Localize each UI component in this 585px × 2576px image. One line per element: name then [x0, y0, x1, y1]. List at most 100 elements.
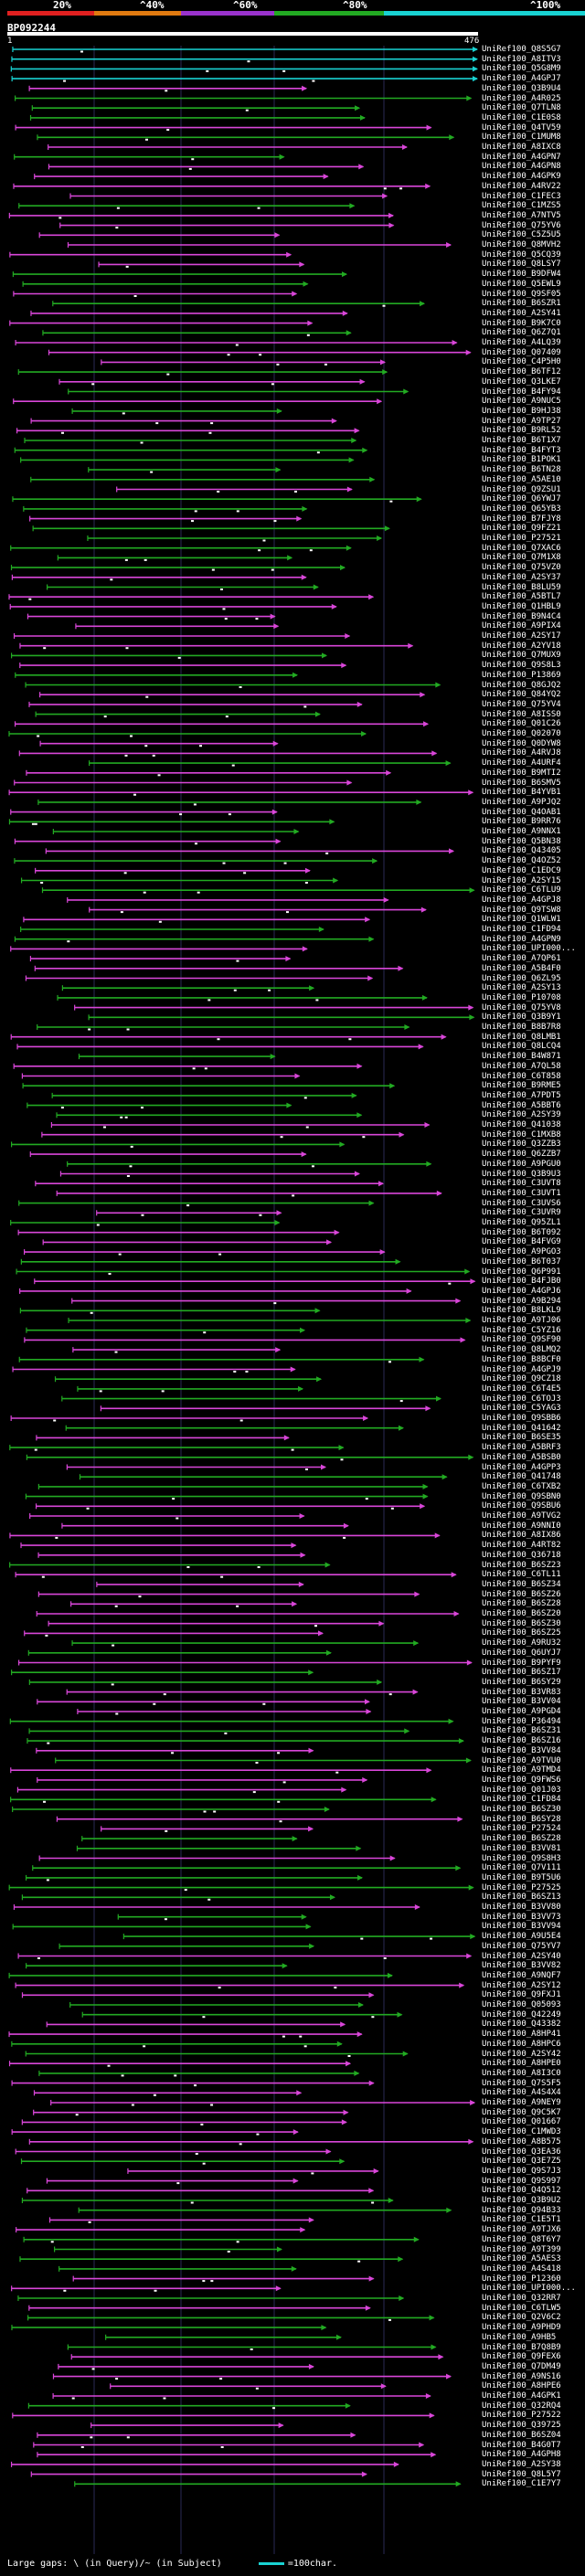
- hit-label[interactable]: UniRef100_A9RU32: [482, 1638, 561, 1648]
- hit-row[interactable]: [46, 2178, 299, 2185]
- hit-row[interactable]: [13, 291, 298, 298]
- hit-label[interactable]: UniRef100_B3VR83: [482, 1687, 561, 1697]
- hit-row[interactable]: [69, 193, 388, 199]
- hit-label[interactable]: UniRef100_C1E0S8: [482, 112, 561, 122]
- hit-label[interactable]: UniRef100_C5YZ16: [482, 1325, 561, 1335]
- hit-row[interactable]: [10, 946, 308, 952]
- hit-label[interactable]: UniRef100_Q8MVH2: [482, 240, 561, 249]
- hit-row[interactable]: [54, 1376, 323, 1383]
- hit-label[interactable]: UniRef100_C6TLU9: [482, 885, 561, 896]
- hit-row[interactable]: [29, 1513, 305, 1520]
- hit-label[interactable]: UniRef100_A4LQ39: [482, 338, 561, 347]
- hit-row[interactable]: [71, 1640, 420, 1647]
- hit-row[interactable]: [37, 1483, 429, 1489]
- hit-row[interactable]: [10, 1767, 432, 1774]
- hit-row[interactable]: [117, 1913, 307, 1921]
- hit-label[interactable]: UniRef100_A4GPH8: [482, 2450, 561, 2460]
- hit-row[interactable]: [67, 2344, 437, 2351]
- hit-label[interactable]: UniRef100_Q43405: [482, 846, 561, 856]
- hit-row[interactable]: [17, 1659, 473, 1666]
- hit-label[interactable]: UniRef100_Q9CZ18: [482, 1374, 561, 1384]
- hit-label[interactable]: UniRef100_B9RR76: [482, 817, 561, 827]
- hit-row[interactable]: [30, 2471, 367, 2477]
- hit-row[interactable]: [58, 1943, 315, 1949]
- hit-label[interactable]: UniRef100_Q02070: [482, 729, 561, 738]
- hit-label[interactable]: UniRef100_A5BTL7: [482, 592, 561, 602]
- hit-row[interactable]: [12, 2412, 435, 2419]
- hit-label[interactable]: UniRef100_B9DFW4: [482, 270, 561, 280]
- hit-label[interactable]: UniRef100_A9TJ06: [482, 1316, 561, 1325]
- hit-label[interactable]: UniRef100_C6TL11: [482, 1570, 561, 1580]
- hit-label[interactable]: UniRef100_A4GPJ6: [482, 1286, 561, 1296]
- hit-label[interactable]: UniRef100_B3VV82: [482, 1961, 561, 1971]
- hit-label[interactable]: UniRef100_Q9ZSU1: [482, 484, 561, 494]
- hit-row[interactable]: [72, 2275, 375, 2283]
- hit-label[interactable]: UniRef100_B9HJ38: [482, 406, 561, 416]
- hit-label[interactable]: UniRef100_A8HPC6: [482, 2039, 561, 2049]
- hit-label[interactable]: UniRef100_Q5CQ39: [482, 249, 561, 260]
- hit-row[interactable]: [77, 1709, 372, 1715]
- hit-row[interactable]: [116, 486, 353, 493]
- hit-label[interactable]: UniRef100_Q3B9U2: [482, 2196, 561, 2205]
- hit-label[interactable]: UniRef100_B6SZ17: [482, 1668, 561, 1678]
- hit-label[interactable]: UniRef100_A4GPK9: [482, 172, 561, 182]
- hit-row[interactable]: [10, 1797, 437, 1803]
- hit-row[interactable]: [26, 1963, 288, 1969]
- hit-label[interactable]: UniRef100_A2SY12: [482, 1980, 561, 1990]
- hit-label[interactable]: UniRef100_Q5BN38: [482, 836, 561, 846]
- hit-row[interactable]: [12, 1807, 330, 1813]
- hit-label[interactable]: UniRef100_B6SZ26: [482, 1589, 561, 1599]
- hit-row[interactable]: [17, 1953, 473, 1960]
- hit-label[interactable]: UniRef100_B7FJY8: [482, 514, 561, 524]
- hit-row[interactable]: [48, 349, 472, 356]
- hit-label[interactable]: UniRef100_A9NS16: [482, 2371, 561, 2381]
- hit-row[interactable]: [14, 858, 378, 864]
- hit-row[interactable]: [15, 124, 432, 132]
- hit-row[interactable]: [36, 1435, 290, 1441]
- hit-row[interactable]: [13, 1063, 363, 1070]
- hit-row[interactable]: [36, 1611, 460, 1617]
- hit-row[interactable]: [23, 505, 308, 513]
- hit-label[interactable]: UniRef100_B6SZ30: [482, 1805, 561, 1814]
- hit-row[interactable]: [122, 1934, 476, 1940]
- hit-label[interactable]: UniRef100_B6SY28: [482, 1814, 561, 1824]
- hit-label[interactable]: UniRef100_C6TOJ3: [482, 1394, 561, 1404]
- hit-label[interactable]: UniRef100_A2SY41: [482, 308, 561, 318]
- hit-label[interactable]: UniRef100_Q9S997: [482, 2176, 561, 2186]
- hit-label[interactable]: UniRef100_P13869: [482, 670, 561, 680]
- hit-label[interactable]: UniRef100_UPI000...: [482, 2284, 576, 2294]
- hit-row[interactable]: [19, 1308, 321, 1314]
- hit-label[interactable]: UniRef100_A4GPK1: [482, 2391, 561, 2401]
- hit-row[interactable]: [10, 1220, 281, 1226]
- hit-row[interactable]: [11, 1670, 314, 1676]
- hit-label[interactable]: UniRef100_A4GPJ7: [482, 74, 561, 84]
- hit-label[interactable]: UniRef100_A8ISS0: [482, 709, 561, 719]
- hit-row[interactable]: [88, 467, 282, 473]
- hit-row[interactable]: [11, 76, 478, 82]
- hit-label[interactable]: UniRef100_A2SY42: [482, 2049, 561, 2059]
- hit-row[interactable]: [79, 1474, 448, 1480]
- hit-row[interactable]: [19, 663, 347, 669]
- hit-label[interactable]: UniRef100_B8LU59: [482, 582, 561, 592]
- hit-label[interactable]: UniRef100_B6SMV5: [482, 778, 561, 788]
- hit-label[interactable]: UniRef100_A7NTV5: [482, 210, 561, 220]
- hit-row[interactable]: [37, 1024, 410, 1031]
- hit-label[interactable]: UniRef100_Q07409: [482, 347, 561, 357]
- hit-label[interactable]: UniRef100_B9RME5: [482, 1081, 561, 1091]
- hit-label[interactable]: UniRef100_Q6Z7Q1: [482, 328, 561, 338]
- hit-row[interactable]: [12, 496, 422, 503]
- hit-label[interactable]: UniRef100_C1EDC9: [482, 865, 561, 875]
- hit-row[interactable]: [96, 1210, 282, 1216]
- hit-label[interactable]: UniRef100_P12360: [482, 2274, 561, 2284]
- hit-label[interactable]: UniRef100_Q7S5F5: [482, 2078, 561, 2088]
- hit-label[interactable]: UniRef100_B4G0T7: [482, 2440, 561, 2450]
- hit-row[interactable]: [12, 271, 347, 278]
- hit-row[interactable]: [50, 1122, 431, 1129]
- hit-label[interactable]: UniRef100_A4GPJ8: [482, 895, 561, 905]
- hit-row[interactable]: [10, 565, 346, 571]
- hit-row[interactable]: [58, 2265, 297, 2272]
- hit-label[interactable]: UniRef100_A2SY13: [482, 983, 561, 993]
- hit-label[interactable]: UniRef100_P10708: [482, 992, 561, 1002]
- hit-label[interactable]: UniRef100_A2SY17: [482, 631, 561, 641]
- hit-label[interactable]: UniRef100_B9N4C4: [482, 611, 561, 621]
